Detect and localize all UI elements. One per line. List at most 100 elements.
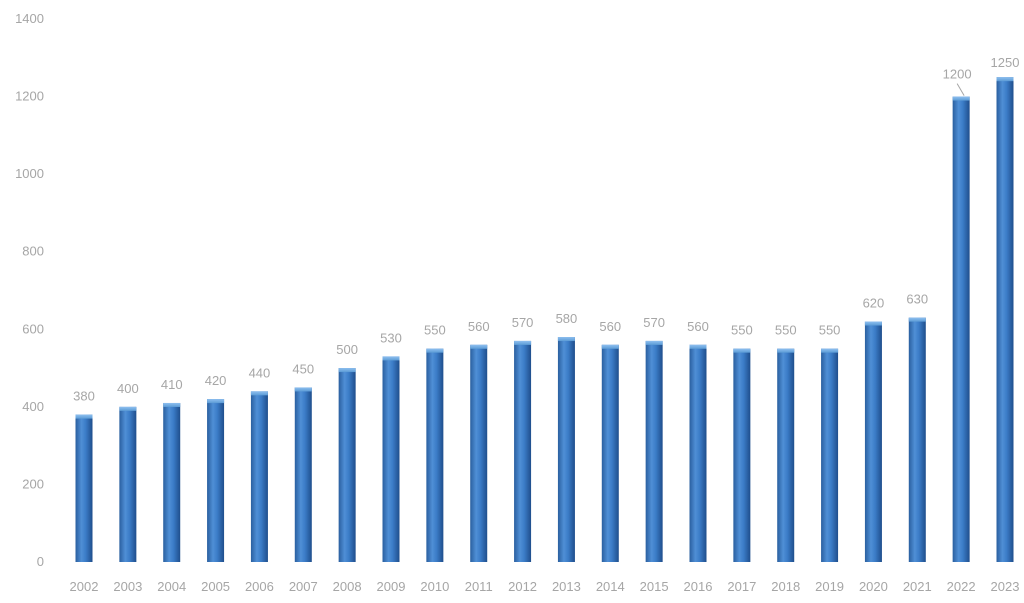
bar-body xyxy=(75,414,93,562)
x-tick-label: 2012 xyxy=(508,579,537,594)
x-tick-label: 2017 xyxy=(727,579,756,594)
data-label: 410 xyxy=(161,377,183,392)
bar-cap xyxy=(821,348,839,353)
bar-cap xyxy=(864,321,882,326)
bar-body xyxy=(777,348,795,562)
data-label: 560 xyxy=(599,319,621,334)
bar xyxy=(250,391,268,562)
bar xyxy=(908,317,926,562)
y-tick-label: 800 xyxy=(22,244,44,259)
bar xyxy=(75,414,93,562)
bar-body xyxy=(470,344,488,562)
bar-body xyxy=(996,77,1014,562)
y-tick-label: 600 xyxy=(22,321,44,336)
x-tick-label: 2009 xyxy=(377,579,406,594)
x-tick-label: 2007 xyxy=(289,579,318,594)
x-tick-label: 2006 xyxy=(245,579,274,594)
bar-cap xyxy=(338,368,356,373)
bar-body xyxy=(338,368,356,562)
x-tick-label: 2019 xyxy=(815,579,844,594)
y-tick-label: 400 xyxy=(22,399,44,414)
bar-body xyxy=(382,356,400,562)
data-label: 570 xyxy=(512,315,534,330)
bar xyxy=(338,368,356,562)
x-tick-label: 2004 xyxy=(157,579,186,594)
x-tick-label: 2008 xyxy=(333,579,362,594)
bar xyxy=(952,96,970,563)
bar-cap xyxy=(908,317,926,322)
y-tick-label: 1200 xyxy=(15,89,44,104)
x-axis: 2002 2003 2004 2005 2006 2007 2008 2009 2010 2011… xyxy=(70,579,1020,594)
bar-body xyxy=(426,348,444,562)
data-label: 550 xyxy=(819,323,841,338)
bar-body xyxy=(514,340,532,562)
bar-cap xyxy=(645,340,663,345)
bar-cap xyxy=(426,348,444,353)
bar xyxy=(601,344,619,562)
x-tick-label: 2011 xyxy=(465,579,493,594)
bar-cap xyxy=(514,340,532,345)
data-label: 440 xyxy=(249,365,271,380)
data-labels: 380 400 410 420 440 450 500 530 550 560 570 580 560 5… xyxy=(73,55,1019,403)
bar xyxy=(689,344,707,562)
bar xyxy=(514,340,532,562)
x-tick-label: 2021 xyxy=(903,579,932,594)
bar-body xyxy=(557,337,575,562)
bar-body xyxy=(250,391,268,562)
bar-cap xyxy=(777,348,795,353)
bars xyxy=(75,77,1014,563)
y-axis: 0 200 400 600 800 1000 1200 1400 xyxy=(15,11,44,569)
bar-cap xyxy=(601,344,619,349)
bar xyxy=(207,399,225,562)
bar xyxy=(821,348,839,562)
data-label: 570 xyxy=(643,315,665,330)
x-tick-label: 2003 xyxy=(113,579,142,594)
bar-cap xyxy=(996,77,1014,82)
bar xyxy=(426,348,444,562)
bar-cap xyxy=(119,406,137,411)
bar-body xyxy=(119,406,137,562)
bar-cap xyxy=(470,344,488,349)
data-label: 630 xyxy=(906,292,928,307)
bar-body xyxy=(645,340,663,562)
bar-cap xyxy=(207,399,225,404)
bar-body xyxy=(689,344,707,562)
bar xyxy=(163,402,181,562)
bar-cap xyxy=(557,337,575,342)
data-label: 550 xyxy=(424,323,446,338)
data-label: 530 xyxy=(380,330,402,345)
x-tick-label: 2020 xyxy=(859,579,888,594)
bar xyxy=(996,77,1014,562)
y-tick-label: 1400 xyxy=(15,11,44,26)
y-tick-label: 0 xyxy=(37,554,44,569)
x-tick-label: 2010 xyxy=(420,579,449,594)
x-tick-label: 2013 xyxy=(552,579,581,594)
bar-body xyxy=(952,96,970,563)
x-tick-label: 2016 xyxy=(684,579,713,594)
bar-body xyxy=(207,399,225,562)
x-tick-label: 2005 xyxy=(201,579,230,594)
data-label: 620 xyxy=(863,296,885,311)
data-label: 450 xyxy=(292,361,314,376)
x-tick-label: 2014 xyxy=(596,579,625,594)
bar-cap xyxy=(689,344,707,349)
data-label-leader-line xyxy=(956,83,965,96)
bar xyxy=(470,344,488,562)
bar-body xyxy=(601,344,619,562)
bar-body xyxy=(163,402,181,562)
data-label: 400 xyxy=(117,381,139,396)
x-tick-label: 2022 xyxy=(947,579,976,594)
data-label: 560 xyxy=(687,319,709,334)
bar-body xyxy=(908,317,926,562)
bar-cap xyxy=(733,348,751,353)
bar xyxy=(733,348,751,562)
data-label: 560 xyxy=(468,319,490,334)
data-label: 380 xyxy=(73,389,95,404)
bar-body xyxy=(864,321,882,562)
bar-body xyxy=(733,348,751,562)
bar-body xyxy=(821,348,839,562)
bar xyxy=(777,348,795,562)
data-label: 500 xyxy=(336,342,358,357)
